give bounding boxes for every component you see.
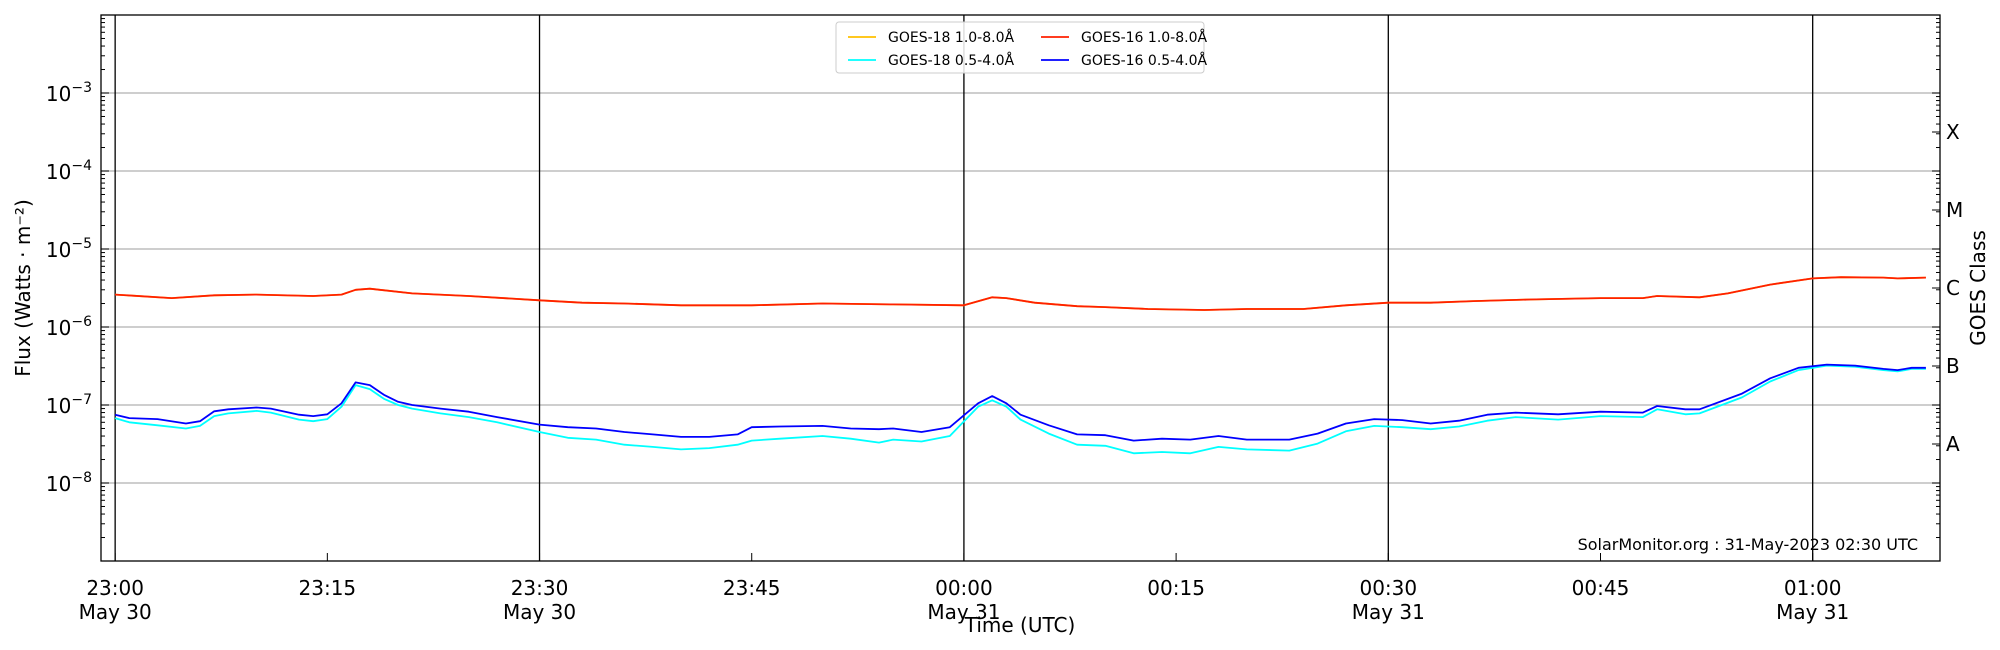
y-tick-label: 10−4 bbox=[46, 158, 92, 184]
x-tick-label: 23:00 bbox=[86, 576, 144, 600]
x-tick-label: 00:30 bbox=[1359, 576, 1417, 600]
class-label-a: A bbox=[1946, 432, 1960, 456]
series-line-goes-18-1-0-8-0- bbox=[115, 276, 1926, 311]
x-tick-label: 23:30 bbox=[511, 576, 569, 600]
series-line-goes-18-0-5-4-0- bbox=[114, 364, 1926, 455]
y-axis-ticks: 10−3 10−4 10−5 10−6 10−7 10−8 bbox=[46, 18, 109, 562]
y-tick-label: 10−8 bbox=[46, 470, 92, 496]
x-tick-date: May 31 bbox=[1352, 600, 1425, 624]
x-axis-label: Time (UTC) bbox=[964, 613, 1076, 637]
x-tick-date: May 31 bbox=[927, 600, 1000, 624]
plot-frame bbox=[100, 14, 1941, 562]
series-lines bbox=[114, 276, 1926, 455]
x-tick-label: 00:00 bbox=[935, 576, 993, 600]
legend-label: GOES-18 0.5-4.0Å bbox=[888, 52, 1014, 69]
watermark: SolarMonitor.org : 31-May-2023 02:30 UTC bbox=[1578, 535, 1918, 554]
y-tick-label: 10−5 bbox=[46, 236, 92, 262]
x-tick-date: May 30 bbox=[79, 600, 152, 624]
x-tick-label: 00:15 bbox=[1147, 576, 1205, 600]
x-tick-label: 23:15 bbox=[299, 576, 357, 600]
y-axis-label: Flux (Watts · m⁻²) bbox=[11, 199, 35, 377]
x-tick-label: 23:45 bbox=[723, 576, 781, 600]
x-tick-label: 01:00 bbox=[1784, 576, 1842, 600]
class-axis-ticks: X M C B A bbox=[1932, 18, 1963, 562]
legend-label: GOES-16 1.0-8.0Å bbox=[1081, 29, 1207, 46]
class-label-b: B bbox=[1946, 354, 1960, 378]
x-tick-date: May 31 bbox=[1776, 600, 1849, 624]
class-label-m: M bbox=[1946, 198, 1963, 222]
class-label-x: X bbox=[1946, 120, 1960, 144]
class-label-c: C bbox=[1946, 276, 1960, 300]
x-tick-label: 00:45 bbox=[1572, 576, 1630, 600]
y-tick-label: 10−3 bbox=[46, 80, 92, 106]
y-tick-label: 10−6 bbox=[46, 314, 92, 340]
series-line-goes-16-0-5-4-0- bbox=[114, 363, 1926, 442]
y-tick-label: 10−7 bbox=[46, 392, 92, 418]
x-tick-date: May 30 bbox=[503, 600, 576, 624]
legend-box bbox=[835, 21, 1205, 74]
class-axis-label: GOES Class bbox=[1966, 230, 1990, 346]
legend-label: GOES-16 0.5-4.0Å bbox=[1081, 52, 1207, 69]
legend-label: GOES-18 1.0-8.0Å bbox=[888, 29, 1014, 46]
time-vlines bbox=[114, 15, 1814, 561]
grid bbox=[101, 92, 1940, 484]
legend: GOES-18 1.0-8.0Å GOES-18 0.5-4.0Å GOES-16 … bbox=[835, 21, 1207, 74]
series-line-goes-16-1-0-8-0- bbox=[115, 276, 1926, 311]
